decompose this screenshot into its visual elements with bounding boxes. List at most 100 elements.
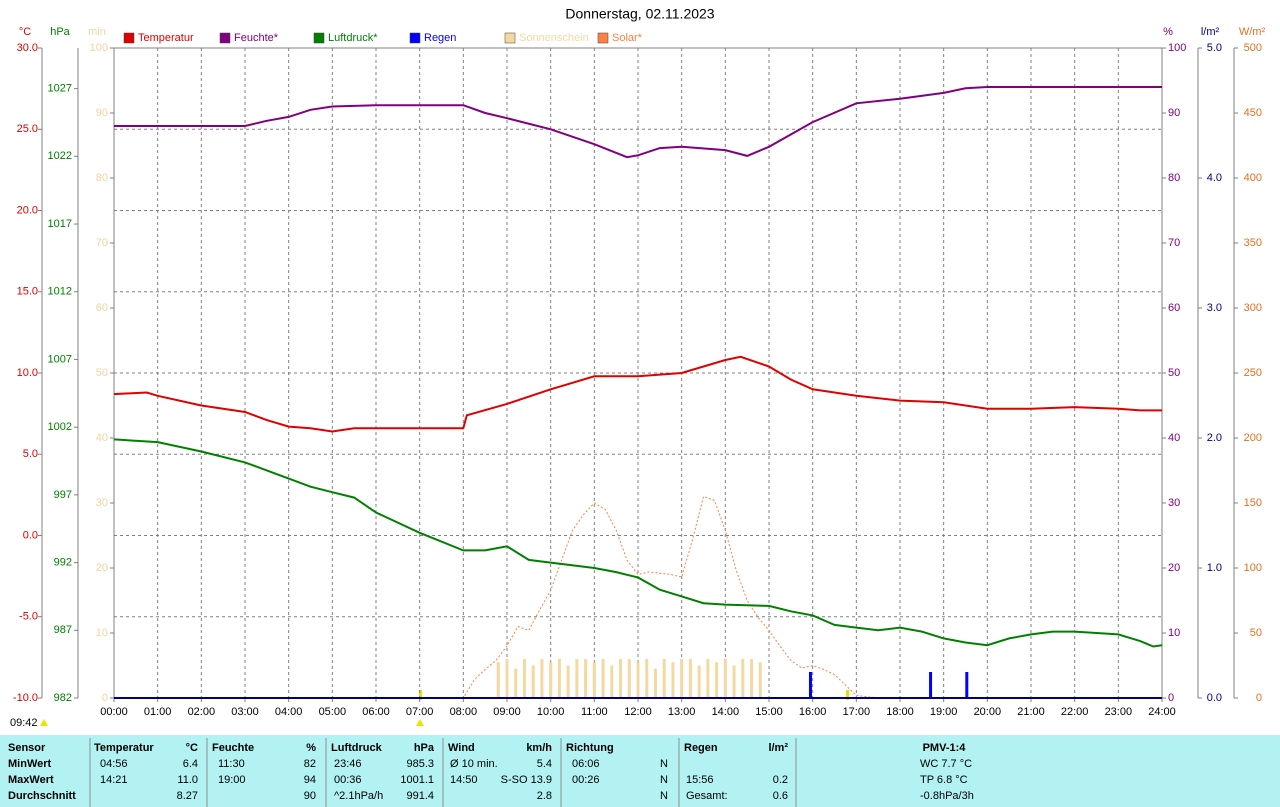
y-tick-label: 1.0 [1207, 562, 1222, 574]
y-tick-label: 250 [1244, 367, 1262, 379]
y-tick-label: 150 [1244, 497, 1262, 509]
x-tick-label: 10:00 [537, 706, 565, 718]
table-cell: 6.4 [183, 758, 198, 770]
table-header: Luftdruck [331, 742, 383, 754]
table-cell: N [660, 758, 668, 770]
y-tick-label: 20 [96, 562, 108, 574]
y-tick-label: 5.0 [1207, 42, 1222, 54]
bar [741, 659, 745, 698]
table-cell: 94 [304, 774, 316, 786]
table-cell: Gesamt: [686, 790, 728, 802]
table-cell: N [660, 774, 668, 786]
bar [505, 659, 509, 698]
series-line [113, 438, 1163, 648]
axis-unit-label: °C [19, 26, 31, 38]
y-tick-label: 10.0 [17, 367, 38, 379]
y-tick-label: 0 [1168, 692, 1174, 704]
axis-unit-label: min [88, 26, 106, 38]
y-tick-label: 70 [96, 237, 108, 249]
legend-swatch [313, 32, 325, 44]
y-tick-label: 5.0 [23, 448, 38, 460]
y-tick-label: 20 [1168, 562, 1180, 574]
y-tick-label: 987 [54, 624, 72, 636]
bar [653, 668, 657, 698]
y-tick-label: 15.0 [17, 286, 38, 298]
x-tick-label: 04:00 [275, 706, 303, 718]
y-tick-label: 70 [1168, 237, 1180, 249]
bar [723, 659, 727, 698]
table-cell: MaxWert [8, 774, 54, 786]
table-cell: 14:50 [450, 774, 478, 786]
y-tick-label: 1017 [48, 218, 72, 230]
legend-swatch [504, 32, 516, 44]
table-header: Regen [684, 742, 718, 754]
x-tick-label: 17:00 [843, 706, 871, 718]
bar [671, 662, 675, 698]
table-header: hPa [414, 742, 435, 754]
x-tick-label: 18:00 [886, 706, 914, 718]
chart-title: Donnerstag, 02.11.2023 [565, 6, 714, 22]
y-tick-label: 500 [1244, 42, 1262, 54]
y-tick-label: 30.0 [17, 42, 38, 54]
y-tick-label: 80 [96, 172, 108, 184]
legend-label: Feuchte* [234, 32, 279, 44]
x-tick-label: 15:00 [755, 706, 783, 718]
bar [557, 659, 561, 698]
x-tick-label: 24:00 [1148, 706, 1176, 718]
table-cell: -0.8hPa/3h [920, 790, 974, 802]
time-icon [40, 719, 48, 726]
series-line [114, 495, 1162, 699]
y-tick-label: 30 [96, 497, 108, 509]
table-cell: 2.8 [537, 790, 552, 802]
x-tick-label: 09:00 [493, 706, 521, 718]
y-tick-label: 992 [54, 556, 72, 568]
axis-unit-label: % [1163, 26, 1173, 38]
table-header: km/h [526, 742, 552, 754]
y-tick-label: 50 [96, 367, 108, 379]
y-tick-label: 80 [1168, 172, 1180, 184]
table-cell: 14:21 [100, 774, 128, 786]
table-cell: 11:30 [218, 758, 245, 770]
table-cell: 1001.1 [400, 774, 434, 786]
y-tick-label: 1022 [48, 150, 72, 162]
table-cell: N [660, 790, 668, 802]
table-cell: 0.6 [773, 790, 788, 802]
stats-table [0, 735, 1280, 807]
bar [531, 665, 535, 698]
y-tick-label: 1002 [48, 421, 72, 433]
sunrise-icon [416, 719, 424, 726]
x-tick-label: 20:00 [974, 706, 1002, 718]
table-cell: 19:00 [218, 774, 246, 786]
bar [715, 662, 719, 698]
table-cell: 0.2 [773, 774, 788, 786]
y-tick-label: 350 [1244, 237, 1262, 249]
y-tick-label: 25.0 [17, 123, 38, 135]
table-cell: TP 6.8 °C [920, 774, 968, 786]
bar [566, 665, 570, 698]
axis-unit-label: W/m² [1239, 26, 1266, 38]
axis-unit-label: hPa [50, 26, 70, 38]
x-tick-label: 01:00 [144, 706, 172, 718]
y-tick-label: -5.0 [19, 611, 38, 623]
table-cell: MinWert [8, 758, 52, 770]
table-cell: 04:56 [100, 758, 128, 770]
table-cell: 00:36 [334, 774, 362, 786]
bar [549, 662, 553, 698]
bar [514, 668, 518, 698]
y-tick-label: 50 [1168, 367, 1180, 379]
bar [732, 665, 736, 698]
bar [808, 672, 812, 698]
bar [750, 659, 754, 698]
y-tick-label: 2.0 [1207, 432, 1222, 444]
y-tick-label: 997 [54, 489, 72, 501]
y-tick-label: 1012 [48, 286, 72, 298]
bar [496, 662, 500, 698]
table-header: l/m² [768, 742, 788, 754]
bar [592, 662, 596, 698]
legend-label: Solar* [612, 32, 643, 44]
x-tick-label: 23:00 [1105, 706, 1133, 718]
x-tick-label: 12:00 [624, 706, 652, 718]
x-tick-label: 02:00 [188, 706, 216, 718]
y-tick-label: 0 [102, 692, 108, 704]
bar [706, 659, 710, 698]
